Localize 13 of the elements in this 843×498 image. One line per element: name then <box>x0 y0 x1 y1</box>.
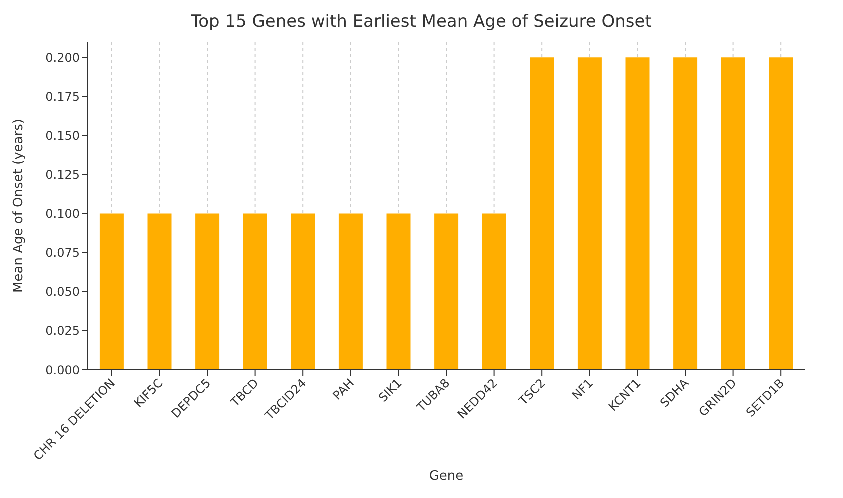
y-tick-label: 0.100 <box>46 207 80 222</box>
y-tick-label: 0.150 <box>46 128 80 143</box>
y-tick-label: 0.050 <box>46 285 80 300</box>
y-tick-label: 0.200 <box>46 50 80 65</box>
y-axis-title: Mean Age of Onset (years) <box>12 119 27 293</box>
x-tick-label: NF1 <box>569 376 596 403</box>
y-tick-label: 0.175 <box>46 90 80 104</box>
y-tick-label: 0.075 <box>46 246 80 260</box>
y-tick-label: 0.025 <box>46 324 80 338</box>
y-tick-label: 0.000 <box>46 363 80 378</box>
x-axis-title: Gene <box>429 469 464 484</box>
chart-title: Top 15 Genes with Earliest Mean Age of Seizure Onset <box>190 11 653 34</box>
y-tick-label: 0.125 <box>46 168 80 182</box>
